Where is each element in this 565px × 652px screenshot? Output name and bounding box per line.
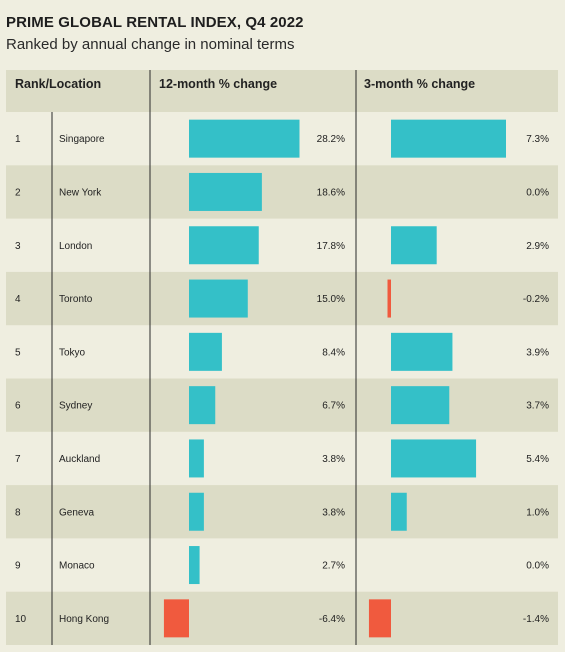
- row-band: [6, 378, 558, 432]
- bar-12-month: [189, 386, 216, 425]
- location-label: New York: [59, 187, 102, 198]
- bar-3-month: [391, 332, 453, 371]
- value-label-3-month: 2.9%: [526, 241, 549, 252]
- bar-12-month: [189, 492, 204, 531]
- value-label-12-month: 18.6%: [317, 187, 345, 198]
- table-row: 1 Singapore 28.2% 7.3%: [15, 119, 549, 158]
- value-label-12-month: 3.8%: [322, 507, 345, 518]
- rank-label: 4: [15, 294, 21, 305]
- value-label-12-month: 8.4%: [322, 347, 345, 358]
- row-bands: [6, 70, 558, 645]
- rank-label: 2: [15, 187, 21, 198]
- rank-label: 1: [15, 134, 21, 145]
- row-band: [6, 591, 558, 645]
- location-label: Singapore: [59, 134, 105, 145]
- location-label: Toronto: [59, 294, 93, 305]
- bar-12-month: [163, 599, 189, 638]
- value-label-12-month: 2.7%: [322, 561, 345, 572]
- bar-12-month: [189, 332, 222, 371]
- value-label-3-month: -0.2%: [523, 294, 549, 305]
- value-label-12-month: 3.8%: [322, 454, 345, 465]
- rank-label: 8: [15, 507, 21, 518]
- chart-subtitle: Ranked by annual change in nominal terms: [6, 36, 295, 53]
- table-row: 5 Tokyo 8.4% 3.9%: [15, 332, 549, 371]
- bar-3-month: [368, 599, 391, 638]
- table-row: 7 Auckland 3.8% 5.4%: [15, 439, 549, 478]
- bar-12-month: [189, 546, 200, 585]
- value-label-12-month: 15.0%: [317, 294, 345, 305]
- table-row: 10 Hong Kong -6.4% -1.4%: [15, 599, 549, 638]
- value-label-12-month: 28.2%: [317, 134, 345, 145]
- value-label-3-month: 0.0%: [526, 561, 549, 572]
- row-band: [6, 165, 558, 219]
- location-label: Sydney: [59, 401, 92, 412]
- bar-12-month: [189, 226, 259, 265]
- bar-3-month: [391, 226, 437, 265]
- location-label: Geneva: [59, 507, 94, 518]
- value-label-3-month: 3.9%: [526, 347, 549, 358]
- location-label: Auckland: [59, 454, 100, 465]
- bar-12-month: [189, 172, 262, 211]
- rank-label: 6: [15, 401, 21, 412]
- bar-3-month: [391, 492, 407, 531]
- value-label-3-month: 5.4%: [526, 454, 549, 465]
- table-rows: 1 Singapore 28.2% 7.3% 2 New York 18.6% 0.0% 3 Lo…: [15, 119, 549, 638]
- location-label: Monaco: [59, 561, 95, 572]
- column-header-rank-location: Rank/Location: [15, 77, 101, 91]
- bar-3-month: [391, 439, 477, 478]
- table-row: 3 London 17.8% 2.9%: [15, 226, 549, 265]
- value-label-12-month: 17.8%: [317, 241, 345, 252]
- value-label-3-month: 3.7%: [526, 401, 549, 412]
- rank-label: 5: [15, 347, 21, 358]
- value-label-12-month: 6.7%: [322, 401, 345, 412]
- column-dividers: [51, 70, 357, 645]
- table-row: 4 Toronto 15.0% -0.2%: [15, 279, 549, 318]
- location-label: Hong Kong: [59, 614, 109, 625]
- value-label-12-month: -6.4%: [319, 614, 345, 625]
- table-row: 8 Geneva 3.8% 1.0%: [15, 492, 549, 531]
- location-label: Tokyo: [59, 347, 86, 358]
- rank-label: 3: [15, 241, 21, 252]
- location-label: London: [59, 241, 92, 252]
- rank-label: 10: [15, 614, 27, 625]
- table-row: 9 Monaco 2.7% 0.0%: [15, 546, 549, 585]
- row-band: [6, 271, 558, 326]
- value-label-3-month: 1.0%: [526, 507, 549, 518]
- bar-3-month: [391, 119, 506, 158]
- column-header-3-month: 3-month % change: [364, 77, 475, 91]
- rank-label: 7: [15, 454, 21, 465]
- table-row: 6 Sydney 6.7% 3.7%: [15, 386, 549, 425]
- bar-3-month: [387, 279, 391, 318]
- rank-label: 9: [15, 561, 21, 572]
- value-label-3-month: 7.3%: [526, 134, 549, 145]
- table-row: 2 New York 18.6% 0.0%: [15, 172, 549, 211]
- chart-title: PRIME GLOBAL RENTAL INDEX, Q4 2022: [6, 14, 304, 31]
- value-label-3-month: 0.0%: [526, 187, 549, 198]
- bar-12-month: [189, 439, 204, 478]
- bar-12-month: [189, 279, 248, 318]
- value-label-3-month: -1.4%: [523, 614, 549, 625]
- row-band: [6, 485, 558, 539]
- header-band: [6, 70, 558, 112]
- column-header-12-month: 12-month % change: [159, 77, 277, 91]
- bar-12-month: [189, 119, 300, 158]
- bar-3-month: [391, 386, 450, 425]
